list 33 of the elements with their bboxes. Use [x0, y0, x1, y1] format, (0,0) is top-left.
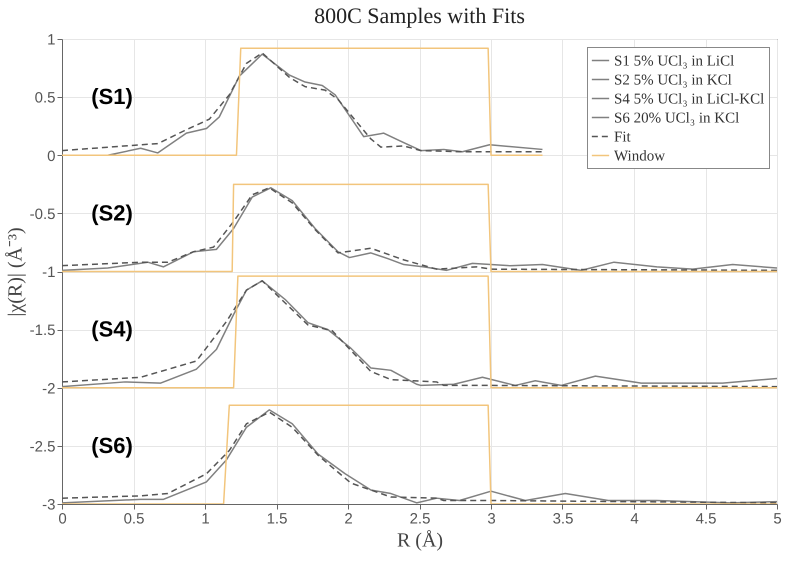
x-tick-label: 1 [201, 510, 210, 528]
x-tick-label: 3 [487, 510, 496, 528]
legend-label: Fit [614, 130, 632, 146]
x-tick-label: 1.5 [266, 510, 288, 528]
y-tick-label: -1 [42, 264, 56, 281]
y-tick-label: -0.5 [30, 206, 56, 223]
y-tick-label: -1.5 [30, 322, 56, 340]
annotation: (S6) [91, 432, 133, 458]
x-tick-label: 0 [58, 510, 67, 528]
chart-title: 800C Samples with Fits [314, 3, 525, 28]
x-tick-label: 2 [344, 510, 353, 528]
legend-label: S6 20% UCl₃ in KCl [614, 110, 740, 126]
annotation: (S4) [91, 316, 133, 342]
y-tick-label: 1 [47, 32, 56, 48]
x-tick-label: 2.5 [410, 510, 430, 528]
annotation: (S2) [91, 200, 133, 226]
x-axis-title: R (Å) [396, 530, 444, 552]
annotation: (S1) [91, 84, 133, 110]
x-tick-label: 5 [773, 510, 782, 528]
y-tick-label: -2 [42, 380, 56, 398]
legend-label: S1 5% UCl₃ in LiCl [614, 54, 734, 70]
x-tick-label: 4 [630, 510, 639, 528]
x-tick-label: 0.5 [124, 510, 144, 528]
x-tick-label: 4.5 [696, 510, 716, 528]
y-tick-label: 0.5 [34, 90, 56, 107]
y-tick-label: -2.5 [30, 438, 56, 456]
legend-label: S4 5% UCl₃ in LiCl-KCl [614, 92, 764, 108]
y-axis-title: |χ(R)| (Å⁻³) [4, 227, 27, 317]
legend-label: S2 5% UCl₃ in KCl [614, 72, 732, 88]
y-tick-label: -3 [42, 496, 56, 514]
y-tick-label: 0 [47, 148, 56, 165]
x-tick-label: 3.5 [552, 510, 574, 528]
legend-label: Window [614, 148, 666, 164]
